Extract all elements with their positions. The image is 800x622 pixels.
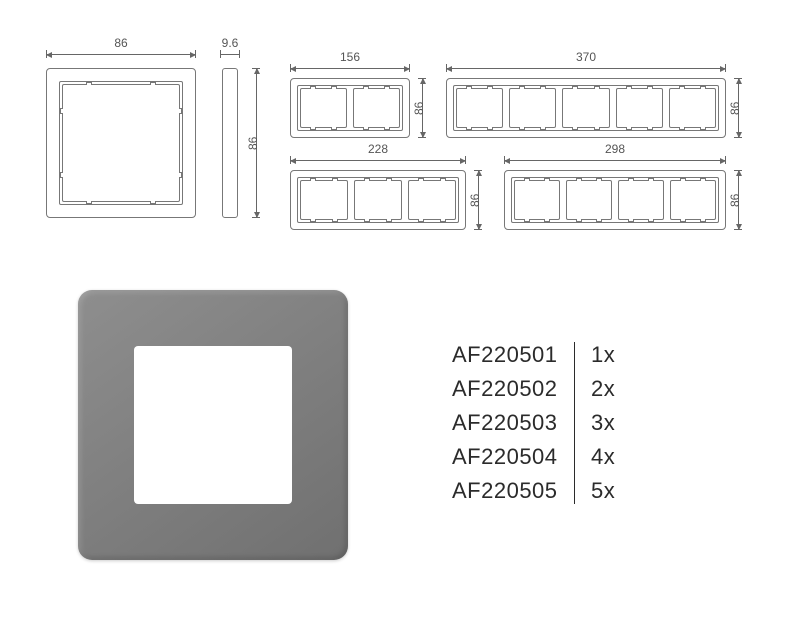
dim-label: 370 <box>446 50 726 64</box>
dim-label: 298 <box>504 142 726 156</box>
diagram-canvas: 86 9.6 86 156 86 <box>0 0 800 622</box>
dim-height-penta: 86 <box>734 78 744 138</box>
product-render-window <box>134 346 292 504</box>
dim-height-single: 86 <box>252 68 262 218</box>
slot <box>669 88 716 128</box>
sku-code: AF220501 <box>452 338 558 372</box>
sku-code: AF220502 <box>452 372 558 406</box>
slot <box>566 180 612 220</box>
dim-label: 86 <box>46 36 196 50</box>
sku-qty: 3x <box>591 406 615 440</box>
slot <box>408 180 456 220</box>
dim-height-double: 86 <box>418 78 428 138</box>
frame-triple <box>290 170 466 230</box>
slot <box>562 88 609 128</box>
product-render <box>78 290 348 560</box>
dim-label: 86 <box>728 78 742 138</box>
slot <box>300 88 347 128</box>
sku-divider <box>574 342 576 504</box>
frame-quad <box>504 170 726 230</box>
dim-width-triple: 228 <box>290 156 466 166</box>
slot <box>300 180 348 220</box>
dim-label: 86 <box>728 170 742 230</box>
dim-label: 86 <box>412 78 426 138</box>
dim-height-quad: 86 <box>734 170 744 230</box>
sku-codes: AF220501 AF220502 AF220503 AF220504 AF22… <box>452 338 558 508</box>
sku-qty: 5x <box>591 474 615 508</box>
sku-code: AF220504 <box>452 440 558 474</box>
sku-code: AF220505 <box>452 474 558 508</box>
sku-qty: 4x <box>591 440 615 474</box>
slot <box>509 88 556 128</box>
sku-qty: 2x <box>591 372 615 406</box>
slot <box>514 180 560 220</box>
dim-width-double: 156 <box>290 64 410 74</box>
sku-qty: 1x <box>591 338 615 372</box>
sku-qtys: 1x 2x 3x 4x 5x <box>591 338 615 508</box>
dim-width-single: 86 <box>46 50 196 60</box>
frame-single <box>46 68 196 218</box>
dim-label: 9.6 <box>212 36 248 50</box>
slot <box>670 180 716 220</box>
frame-penta <box>446 78 726 138</box>
dim-depth: 9.6 <box>220 50 240 60</box>
slot <box>618 180 664 220</box>
frame-double <box>290 78 410 138</box>
slot <box>616 88 663 128</box>
dim-label: 86 <box>468 170 482 230</box>
dim-width-quad: 298 <box>504 156 726 166</box>
dim-width-penta: 370 <box>446 64 726 74</box>
slot <box>353 88 400 128</box>
dim-label: 228 <box>290 142 466 156</box>
slot <box>354 180 402 220</box>
slot <box>62 84 180 202</box>
sku-code: AF220503 <box>452 406 558 440</box>
slot <box>456 88 503 128</box>
sku-table: AF220501 AF220502 AF220503 AF220504 AF22… <box>452 338 615 508</box>
dim-height-triple: 86 <box>474 170 484 230</box>
frame-profile <box>222 68 238 218</box>
dim-label: 86 <box>246 68 260 218</box>
dim-label: 156 <box>290 50 410 64</box>
